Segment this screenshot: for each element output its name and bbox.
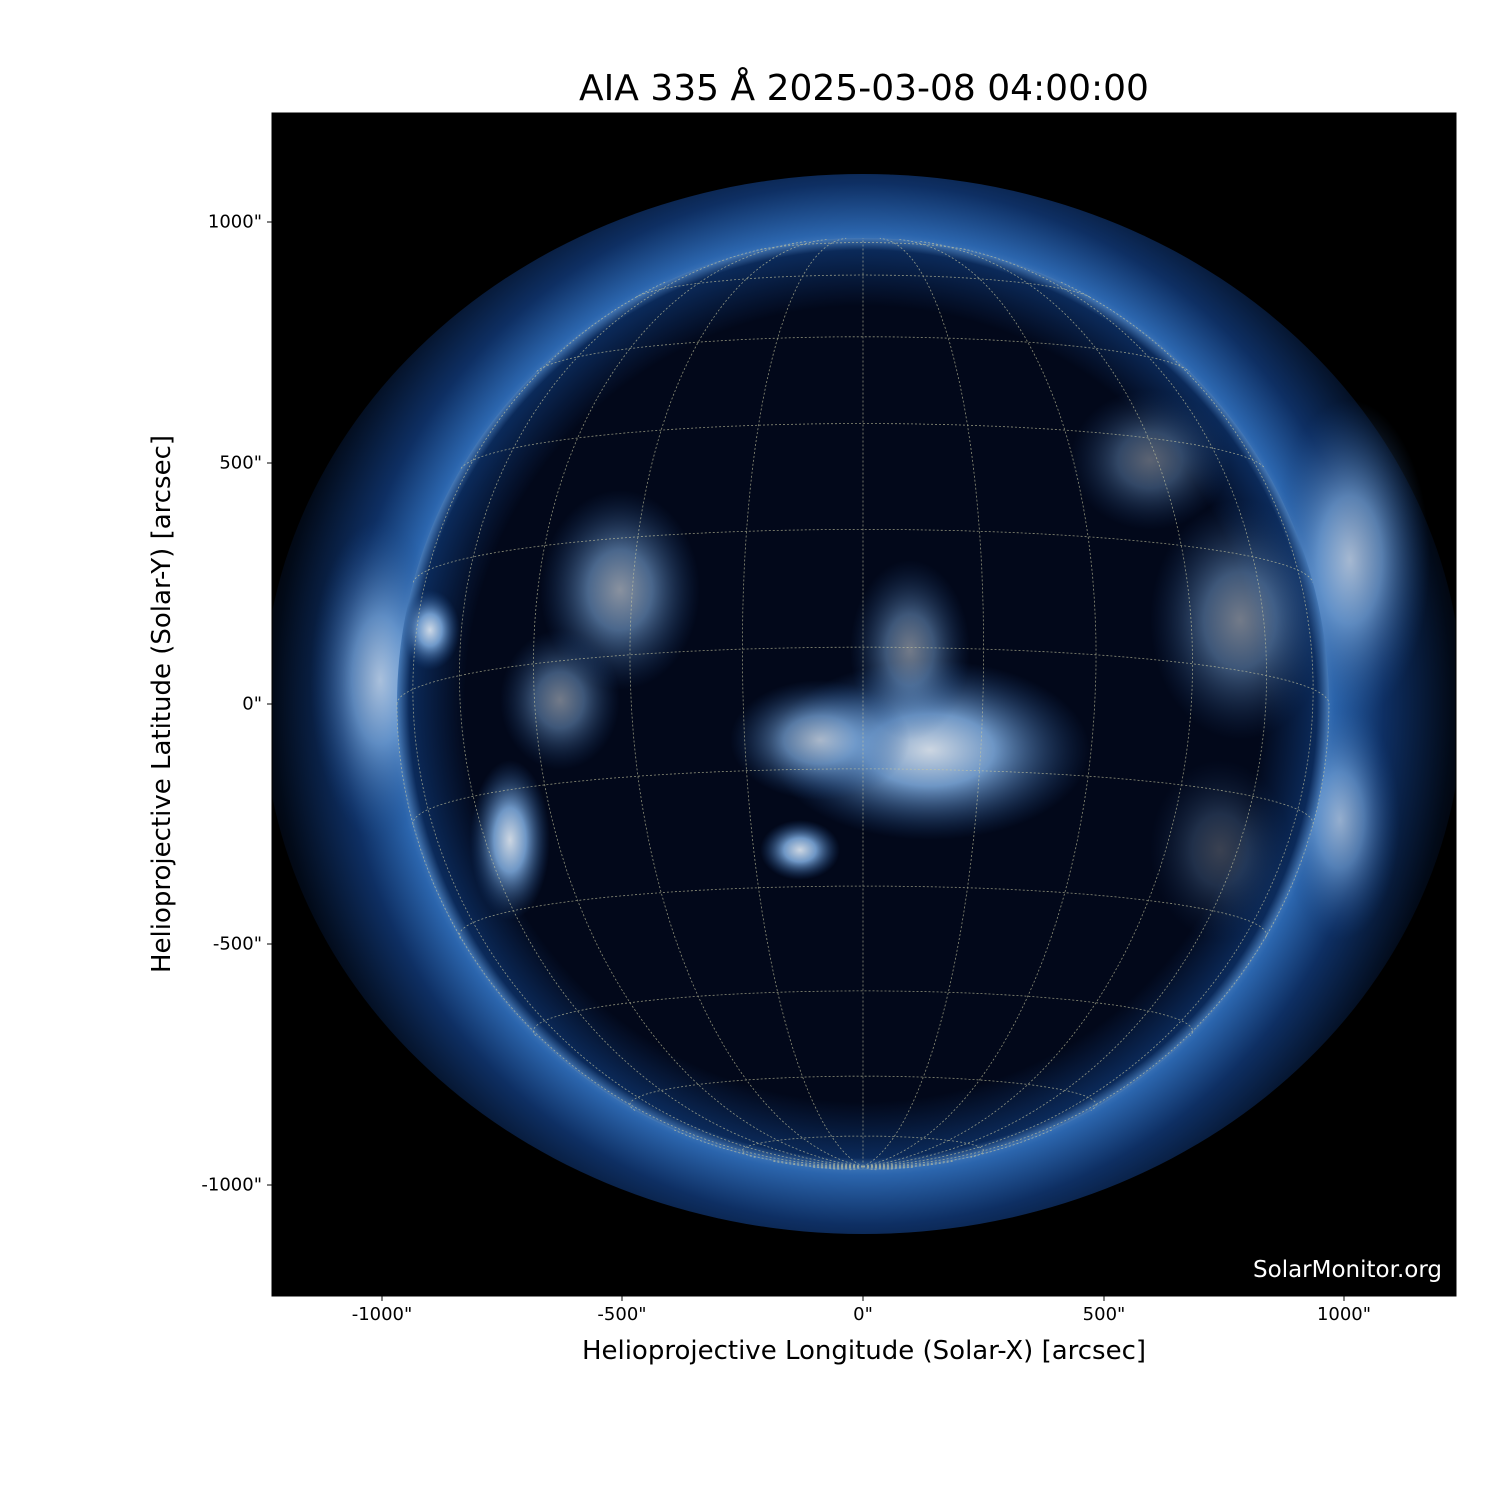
latitude-line xyxy=(460,423,1266,469)
watermark: SolarMonitor.org xyxy=(1253,1257,1442,1283)
plot-title: AIA 335 Å 2025-03-08 04:00:00 xyxy=(579,68,1149,109)
longitude-line xyxy=(862,239,1097,1167)
x-tick-label: -1000" xyxy=(351,1304,413,1325)
longitude-line xyxy=(412,281,864,1167)
y-tick-label: -1000" xyxy=(201,1174,262,1196)
latitude-line xyxy=(458,885,1268,939)
longitude-line xyxy=(862,1166,915,1169)
x-axis-label: Helioprojective Longitude (Solar-X) [arc… xyxy=(581,1336,1147,1366)
y-axis-label: Helioprojective Latitude (Solar-Y) [arcs… xyxy=(147,434,177,974)
longitude-line xyxy=(629,239,864,1167)
longitude-line xyxy=(848,1166,864,1171)
x-tick-label: 500" xyxy=(1082,1304,1126,1325)
latitude-line xyxy=(536,336,1190,372)
longitude-line xyxy=(862,1166,896,1170)
longitude-line xyxy=(533,241,864,1167)
x-tick-label: 0" xyxy=(853,1304,873,1325)
latitude-line xyxy=(412,768,1314,825)
longitude-line xyxy=(862,247,1268,1167)
latitude-line xyxy=(635,274,1091,298)
longitude-line xyxy=(862,1129,1054,1168)
latitude-line xyxy=(396,646,1330,705)
y-tick-label: 500" xyxy=(219,452,262,474)
x-tick-label: -500" xyxy=(597,1304,647,1325)
latitude-line xyxy=(412,529,1314,583)
y-tick-label: 0" xyxy=(242,693,262,715)
longitude-line xyxy=(772,1160,864,1168)
x-tick-label: 1000" xyxy=(1316,1304,1372,1325)
heliographic-grid xyxy=(396,237,1330,1171)
longitude-line xyxy=(458,247,864,1167)
y-tick-label: 1000" xyxy=(207,211,262,233)
longitude-line xyxy=(862,1160,954,1168)
latitude-line xyxy=(629,1075,1097,1111)
latitude-line xyxy=(533,990,1193,1037)
y-tick-label: -500" xyxy=(212,933,262,955)
longitude-line xyxy=(862,241,1193,1167)
longitude-line xyxy=(862,1166,878,1171)
active-regions xyxy=(400,390,1329,940)
longitude-line xyxy=(672,1129,864,1168)
longitude-line xyxy=(862,281,1314,1167)
latitude-line xyxy=(742,1135,984,1158)
